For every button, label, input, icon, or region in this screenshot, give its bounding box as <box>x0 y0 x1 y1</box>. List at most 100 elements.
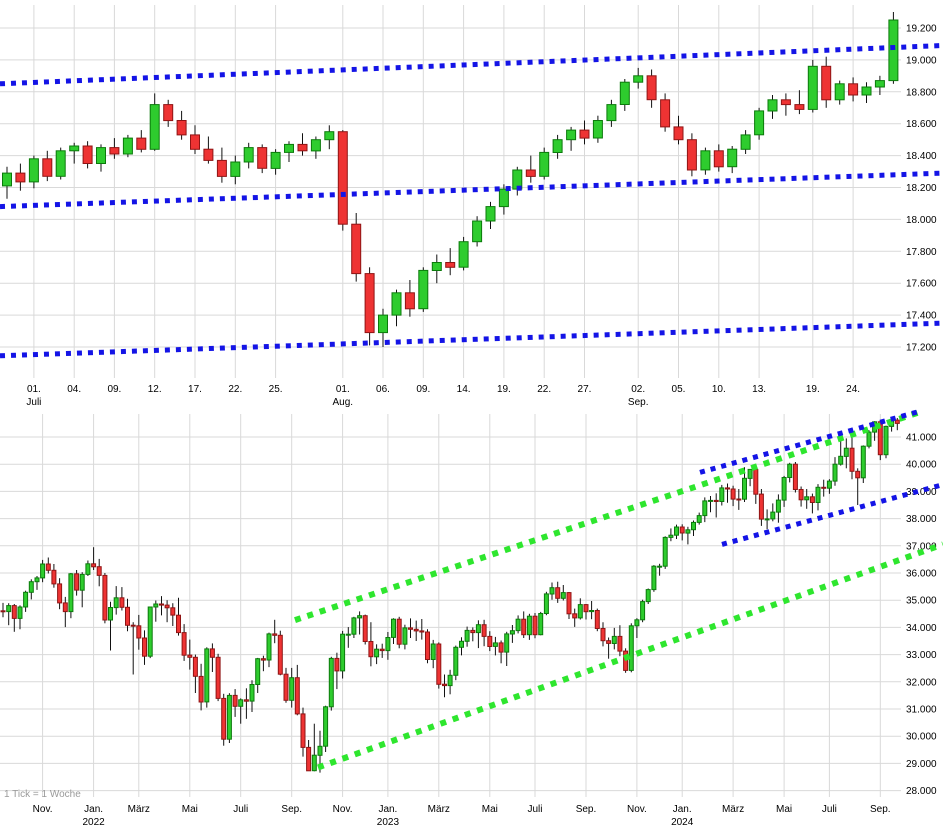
candle-down <box>62 602 68 613</box>
weekly-candlestick-chart: 41.000 40.000 39.000 38.000 37.000 36.000 35.0… <box>0 408 943 828</box>
x-axis-label: 22. <box>537 384 551 395</box>
candle-down <box>713 499 719 503</box>
candle-up <box>504 633 510 653</box>
trend-line <box>0 170 943 210</box>
candle-down <box>362 615 368 642</box>
x-axis-label: Juli <box>822 804 837 815</box>
candle-down <box>849 447 855 472</box>
candle-down <box>617 635 623 652</box>
x-axis-label: 13. <box>752 384 766 395</box>
y-axis-label: 40.000 <box>906 460 937 471</box>
candle-up <box>640 601 646 621</box>
x-axis-sublabel: 2024 <box>671 817 694 828</box>
y-axis-label: 32.000 <box>906 677 937 688</box>
x-axis-label: 01. <box>27 384 41 395</box>
candle-down <box>419 630 425 633</box>
x-axis-label: Sep. <box>576 804 597 815</box>
candle-down <box>606 640 612 644</box>
candle-up <box>430 643 436 660</box>
candle-down <box>364 273 375 334</box>
x-axis-label: 24. <box>846 384 860 395</box>
candle-up <box>149 104 160 150</box>
candle-up <box>122 137 133 155</box>
candle-down <box>187 654 193 658</box>
candle-up <box>549 587 555 595</box>
candle-down <box>821 65 832 101</box>
candle-down <box>257 147 268 169</box>
candle-down <box>736 498 742 501</box>
candle-up <box>747 468 753 479</box>
y-axis-label: 35.000 <box>906 596 937 607</box>
candle-up <box>284 143 294 153</box>
x-axis-sublabel: Sep. <box>628 397 649 408</box>
trend-line <box>699 408 921 475</box>
y-axis-label: 34.000 <box>906 623 937 634</box>
candle-down <box>102 574 108 621</box>
candle-down <box>163 104 174 122</box>
candle-down <box>809 496 815 504</box>
x-axis-label: Jan. <box>378 804 397 815</box>
y-axis-label: 18.200 <box>906 183 937 194</box>
y-axis-label: 37.000 <box>906 541 937 552</box>
candle-down <box>216 159 227 177</box>
y-axis-label: 19.200 <box>906 24 937 35</box>
candle-up <box>874 80 885 88</box>
candle-up <box>40 563 46 579</box>
candle-up <box>113 597 119 609</box>
candle-down <box>579 129 590 139</box>
candle-down <box>673 126 684 141</box>
x-axis-label: Nov. <box>627 804 647 815</box>
candle-down <box>600 628 606 642</box>
x-axis-label: 27. <box>578 384 592 395</box>
candle-down <box>294 677 300 715</box>
candle-down <box>713 150 724 168</box>
candle-up <box>243 147 254 163</box>
candle-down <box>192 656 198 677</box>
candle-down <box>74 573 80 591</box>
candle-up <box>79 573 85 591</box>
candle-up <box>431 262 442 271</box>
x-axis-label: 10. <box>712 384 726 395</box>
candle-down <box>532 615 538 636</box>
candle-up <box>289 677 295 701</box>
candle-down <box>300 713 306 748</box>
candle-down <box>894 419 900 424</box>
candle-down <box>334 657 340 672</box>
candle-up <box>843 447 849 457</box>
candle-down <box>404 292 415 310</box>
candle-down <box>57 583 63 604</box>
trend-line <box>294 409 921 623</box>
candle-down <box>125 606 130 626</box>
x-axis-label: 04. <box>67 384 81 395</box>
trend-line <box>0 320 943 359</box>
candle-up <box>249 684 255 702</box>
x-axis-label: Mai <box>482 804 498 815</box>
y-axis-label: 38.000 <box>906 514 937 525</box>
y-axis-label: 19.000 <box>906 55 937 66</box>
candle-up <box>328 657 334 708</box>
candle-down <box>686 139 697 171</box>
candle-up <box>775 499 781 513</box>
candle-up <box>560 592 566 599</box>
y-axis-label: 28.000 <box>906 786 937 797</box>
x-axis-label: 02. <box>631 384 645 395</box>
candle-up <box>28 158 39 183</box>
x-axis-label: 19. <box>806 384 820 395</box>
y-axis-label: 41.000 <box>906 433 937 444</box>
candle-down <box>142 637 147 657</box>
candle-up <box>324 131 335 141</box>
candle-down <box>215 656 221 699</box>
candle-down <box>594 610 600 629</box>
candle-down <box>351 223 362 275</box>
candle-up <box>472 220 483 243</box>
candle-down <box>176 120 187 136</box>
candle-down <box>164 604 170 609</box>
candle-up <box>611 635 617 644</box>
candle-down <box>481 624 487 637</box>
x-axis-label: Jan. <box>84 804 103 815</box>
candle-down <box>51 569 57 585</box>
candle-up <box>888 19 899 82</box>
candle-up <box>832 463 838 482</box>
candle-up <box>685 529 691 534</box>
candle-up <box>6 605 12 613</box>
